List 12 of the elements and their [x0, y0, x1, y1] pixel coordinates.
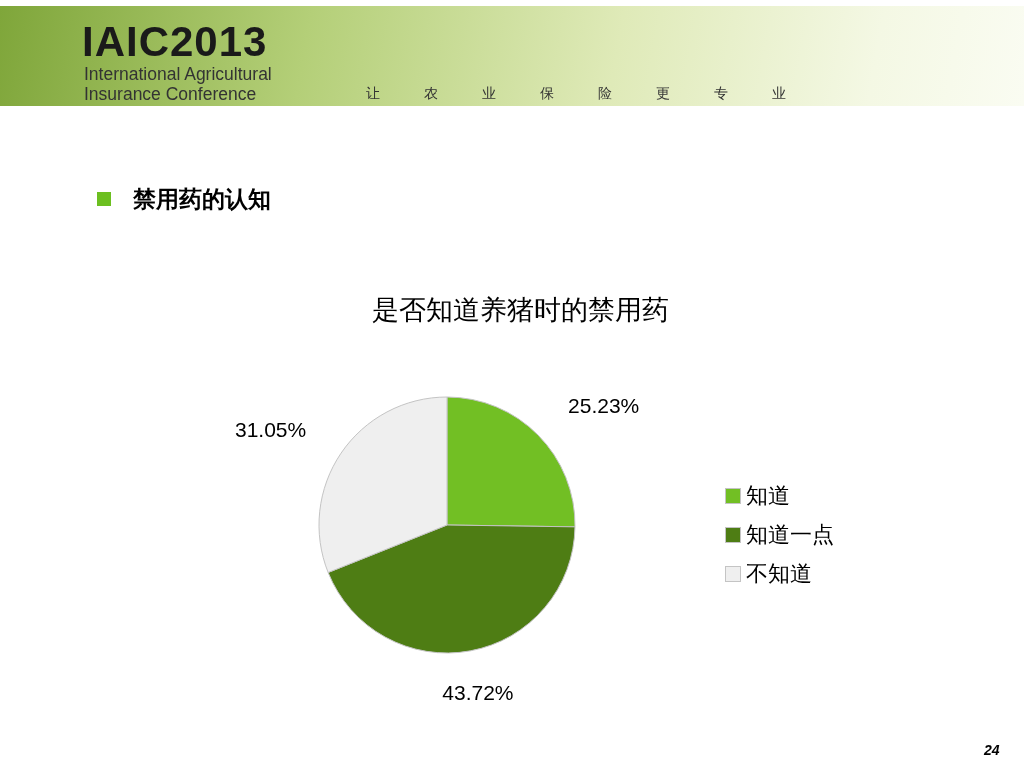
chart-title: 是否知道养猪时的禁用药 [370, 294, 670, 327]
data-label: 43.72% [442, 680, 514, 704]
legend-label: 不知道 [746, 559, 812, 588]
data-label: 31.05% [235, 418, 307, 442]
data-label: 25.23% [568, 394, 640, 418]
text: 禁用药的认知 [133, 185, 271, 214]
legend-label: 知道一点 [746, 520, 834, 549]
text: 24 [984, 742, 1000, 758]
text: IAIC2013 [82, 18, 268, 66]
legend-label: 知道 [746, 481, 790, 510]
text: International Agricultural Insurance Conference [84, 64, 273, 104]
text: 让农业保险更专业 [366, 85, 830, 103]
